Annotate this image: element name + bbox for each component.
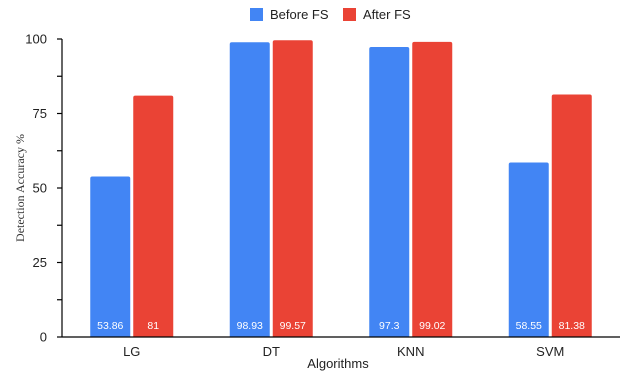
data-label: 99.02	[419, 320, 445, 332]
bars: 53.86 81 98.93 99.57 97.3 99.02 58.55 81.38	[90, 40, 592, 338]
data-label: 97.3	[379, 320, 400, 332]
bar-knn-1	[412, 41, 453, 337]
y-axis: 0 25 50 75 100	[25, 32, 63, 345]
data-label: 58.55	[516, 320, 542, 332]
bar-lg-1	[133, 95, 174, 338]
legend-label-1: After FS	[363, 7, 411, 22]
bar-dt-1	[272, 40, 313, 337]
x-axis-title: Algorithms	[307, 356, 369, 371]
bar-knn-0	[369, 47, 410, 338]
x-tick-label: LG	[123, 344, 140, 359]
x-tick-label: SVM	[536, 344, 564, 359]
data-label: 53.86	[97, 320, 123, 332]
x-tick-label: DT	[263, 344, 280, 359]
bar-svm-0	[508, 162, 549, 337]
y-axis-title: Detection Accuracy %	[13, 134, 27, 242]
legend: Before FS After FS	[250, 7, 411, 22]
bar-lg-0	[90, 176, 131, 337]
data-label: 99.57	[280, 320, 306, 332]
y-tick-label: 25	[33, 255, 47, 270]
bar-svm-1	[551, 94, 592, 337]
data-label: 98.93	[237, 320, 263, 332]
legend-label-0: Before FS	[270, 7, 329, 22]
y-tick-label: 50	[33, 181, 47, 196]
legend-swatch-0	[250, 8, 263, 21]
data-label: 81.38	[559, 320, 585, 332]
x-tick-label: KNN	[397, 344, 424, 359]
bar-dt-0	[229, 42, 270, 337]
data-label: 81	[147, 320, 159, 332]
y-tick-label: 100	[25, 32, 47, 47]
y-tick-label: 0	[40, 330, 47, 345]
legend-swatch-1	[343, 8, 356, 21]
x-axis: LG DT KNN SVM	[62, 336, 620, 359]
y-tick-label: 75	[33, 106, 47, 121]
